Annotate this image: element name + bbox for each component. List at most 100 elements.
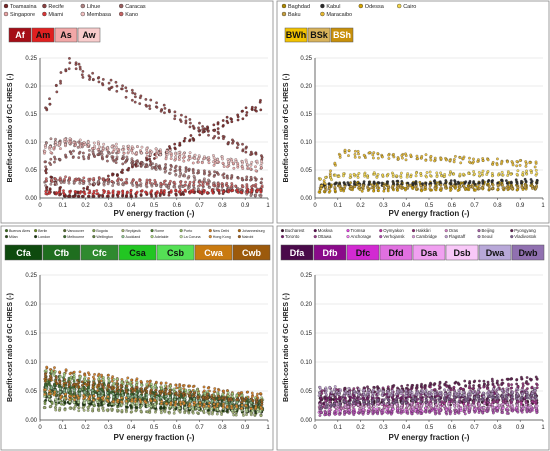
x-tick-label: 0.6 [173,425,182,431]
data-point [149,98,153,102]
data-point [124,95,128,99]
legend-marker [313,235,317,239]
data-point [134,194,138,198]
data-point [395,179,399,183]
data-point [458,172,462,176]
data-point [68,398,72,401]
legend-marker [208,235,212,239]
data-point [178,155,182,159]
data-point [74,143,77,147]
data-point [245,190,249,194]
data-point [182,159,186,163]
data-point [130,378,133,382]
data-point [100,382,104,386]
data-point [400,154,404,157]
data-point [242,414,245,417]
data-point [159,182,163,186]
data-point [184,180,187,184]
data-point [226,142,230,145]
legend-marker [237,229,241,233]
data-point [372,151,376,155]
data-point [49,175,53,179]
legend-entry: Buenos Aires [9,229,30,233]
data-point [192,397,196,401]
data-point [375,186,379,190]
data-point [49,137,53,141]
data-point [246,390,250,394]
data-point [145,382,149,386]
data-point [496,157,499,161]
data-point [77,400,80,404]
data-point [121,182,124,186]
data-point [468,156,471,160]
data-point [363,172,366,176]
data-point [197,407,201,411]
data-point [72,377,76,381]
data-point [48,97,51,101]
data-point [254,152,258,156]
data-point [148,163,152,167]
data-point [235,188,239,192]
data-point [184,388,188,392]
data-point [404,158,408,162]
legend-marker [411,235,416,239]
data-point [452,160,456,164]
legend-marker [208,229,212,233]
data-point [139,164,143,168]
data-point [429,154,433,158]
data-point [74,61,78,65]
data-point [92,191,96,195]
data-point [210,407,213,411]
data-point [83,390,86,394]
legend-entry: Vancouver [67,229,85,233]
data-point [343,151,347,154]
data-point [101,83,105,87]
data-point [227,190,230,194]
data-point [208,186,211,189]
legend-entry: Johannesburg [242,229,265,233]
data-point [500,170,504,174]
data-point [505,186,508,190]
data-point [153,402,157,406]
data-point [399,175,403,179]
data-point [173,142,177,146]
data-point [64,153,67,157]
data-point [198,190,202,193]
data-point [169,384,172,388]
data-point [259,190,263,194]
data-point [173,114,177,118]
data-point [244,401,248,405]
data-point [105,398,109,402]
data-point [130,98,134,102]
data-point [415,171,418,175]
data-point [246,163,249,167]
data-point [337,185,341,188]
data-point [72,389,76,393]
data-point [67,139,71,143]
data-point [148,107,152,110]
data-point [191,411,195,415]
data-point [130,410,134,414]
data-point [53,155,56,159]
data-point [260,156,264,159]
data-point [245,113,248,117]
data-point [504,179,508,182]
data-point [244,178,248,182]
data-point [202,190,206,194]
data-point [220,182,224,185]
data-point [205,182,209,186]
x-axis-label: PV energy fraction (-) [114,209,195,218]
data-point [259,194,263,198]
data-point [212,390,216,394]
data-point [43,388,47,392]
data-point [49,405,52,408]
data-point [476,160,480,163]
data-point [203,155,206,159]
data-point [225,115,229,119]
data-point [153,182,157,185]
data-point [178,168,182,172]
data-point [177,389,181,393]
data-point [155,101,158,105]
y-tick-label: 0.10 [25,360,37,366]
data-point [87,74,91,78]
